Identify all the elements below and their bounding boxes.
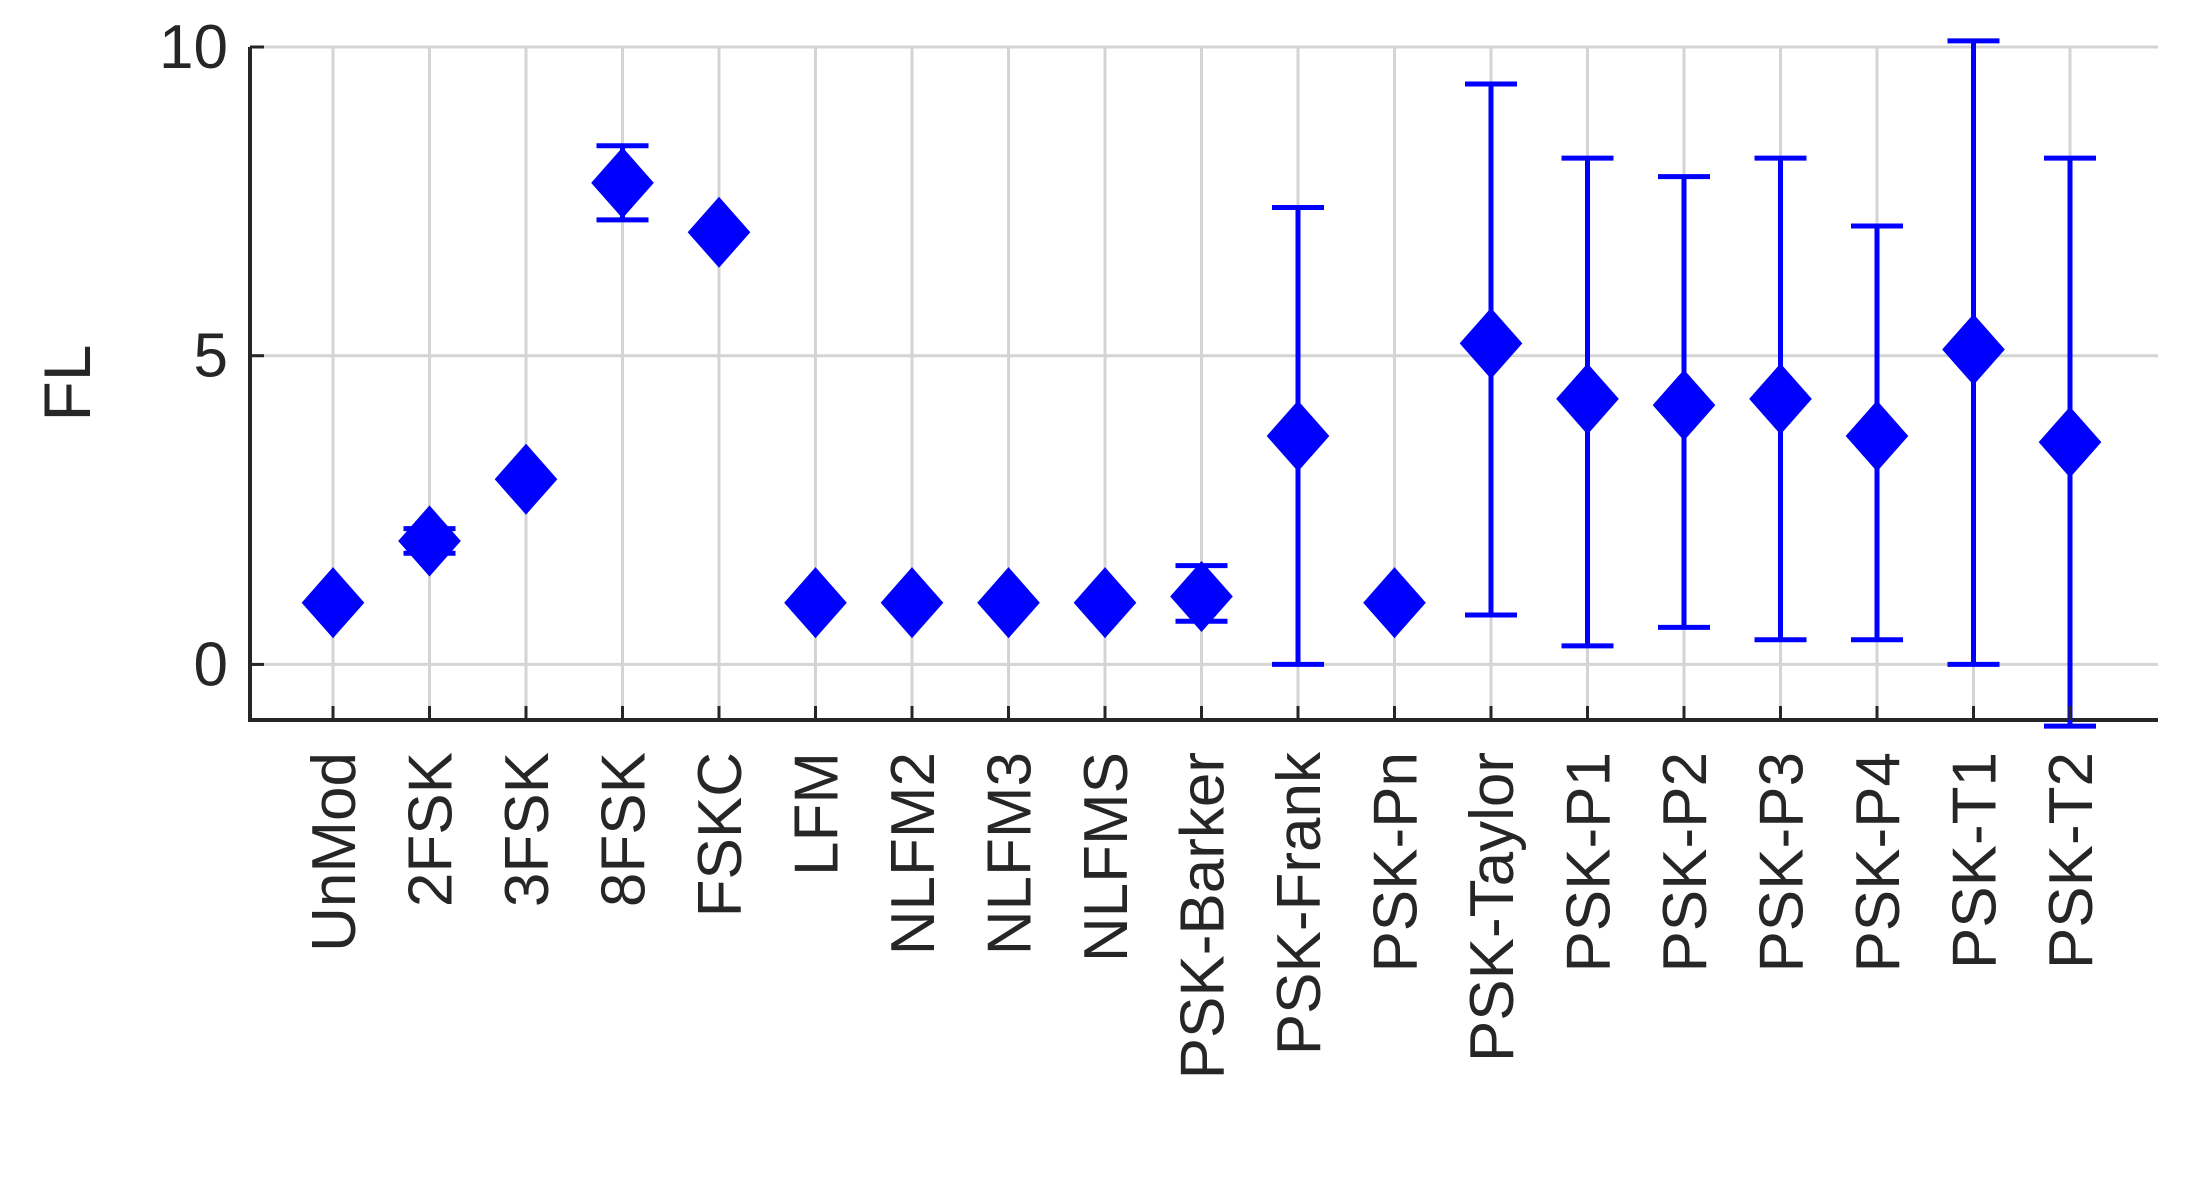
x-tick-label: PSK-P2: [1651, 752, 1720, 973]
data-point: [1170, 561, 1233, 633]
data-point: [1845, 400, 1909, 472]
data-point: [687, 196, 751, 268]
data-point: [1363, 567, 1426, 639]
x-tick-label: NLFMS: [1072, 752, 1141, 962]
x-tick-label: 8FSK: [590, 752, 659, 907]
data-point: [1556, 363, 1619, 435]
x-tick-label: PSK-T1: [1941, 752, 2010, 969]
data-point: [1459, 307, 1523, 379]
x-tick-label: PSK-Barker: [1169, 752, 1238, 1079]
x-tick-label: NLFM3: [976, 752, 1045, 955]
x-tick-label: PSK-P4: [1844, 752, 1913, 973]
x-tick-labels: UnMod 2FSK 3FSK 8FSK FSKC LFM NLFM2 NLFM3 NLFMS P…: [300, 706, 2106, 1079]
data-point: [2038, 406, 2102, 478]
data-point: [1652, 369, 1716, 441]
x-tick-label: PSK-Taylor: [1458, 752, 1527, 1062]
data-point: [398, 505, 461, 577]
x-tick-label: PSK-T2: [2037, 752, 2106, 969]
data-point: [1073, 567, 1137, 639]
y-ticks: 0 5 10: [159, 13, 264, 699]
data-point: [1942, 314, 2005, 386]
data-point: [784, 567, 847, 639]
x-tick-label: PSK-Frank: [1265, 751, 1334, 1055]
x-tick-label: 3FSK: [493, 752, 562, 907]
data-point: [494, 443, 558, 515]
y-tick-label: 5: [194, 322, 228, 391]
y-axis-label: FL: [30, 344, 104, 421]
y-tick-label: 10: [159, 13, 228, 82]
markers: [301, 147, 2102, 639]
data-point: [301, 567, 365, 639]
x-tick-label: 2FSK: [397, 752, 466, 907]
axis-frame: [248, 47, 2158, 722]
data-point: [880, 567, 944, 639]
x-tick-label: PSK-Pn: [1362, 752, 1431, 973]
data-point: [977, 567, 1040, 639]
data-point: [1749, 363, 1812, 435]
x-tick-label: LFM: [783, 752, 852, 876]
y-tick-label: 0: [194, 630, 228, 699]
data-point: [591, 147, 654, 219]
x-tick-label: PSK-P1: [1555, 752, 1624, 973]
x-tick-label: UnMod: [300, 752, 369, 952]
error-bars: [403, 38, 2096, 729]
x-tick-label: PSK-P3: [1748, 752, 1817, 973]
x-tick-label: FSKC: [686, 752, 755, 917]
axes: [248, 47, 2158, 722]
x-tick-label: NLFM2: [879, 752, 948, 955]
data-point: [1266, 400, 1330, 472]
